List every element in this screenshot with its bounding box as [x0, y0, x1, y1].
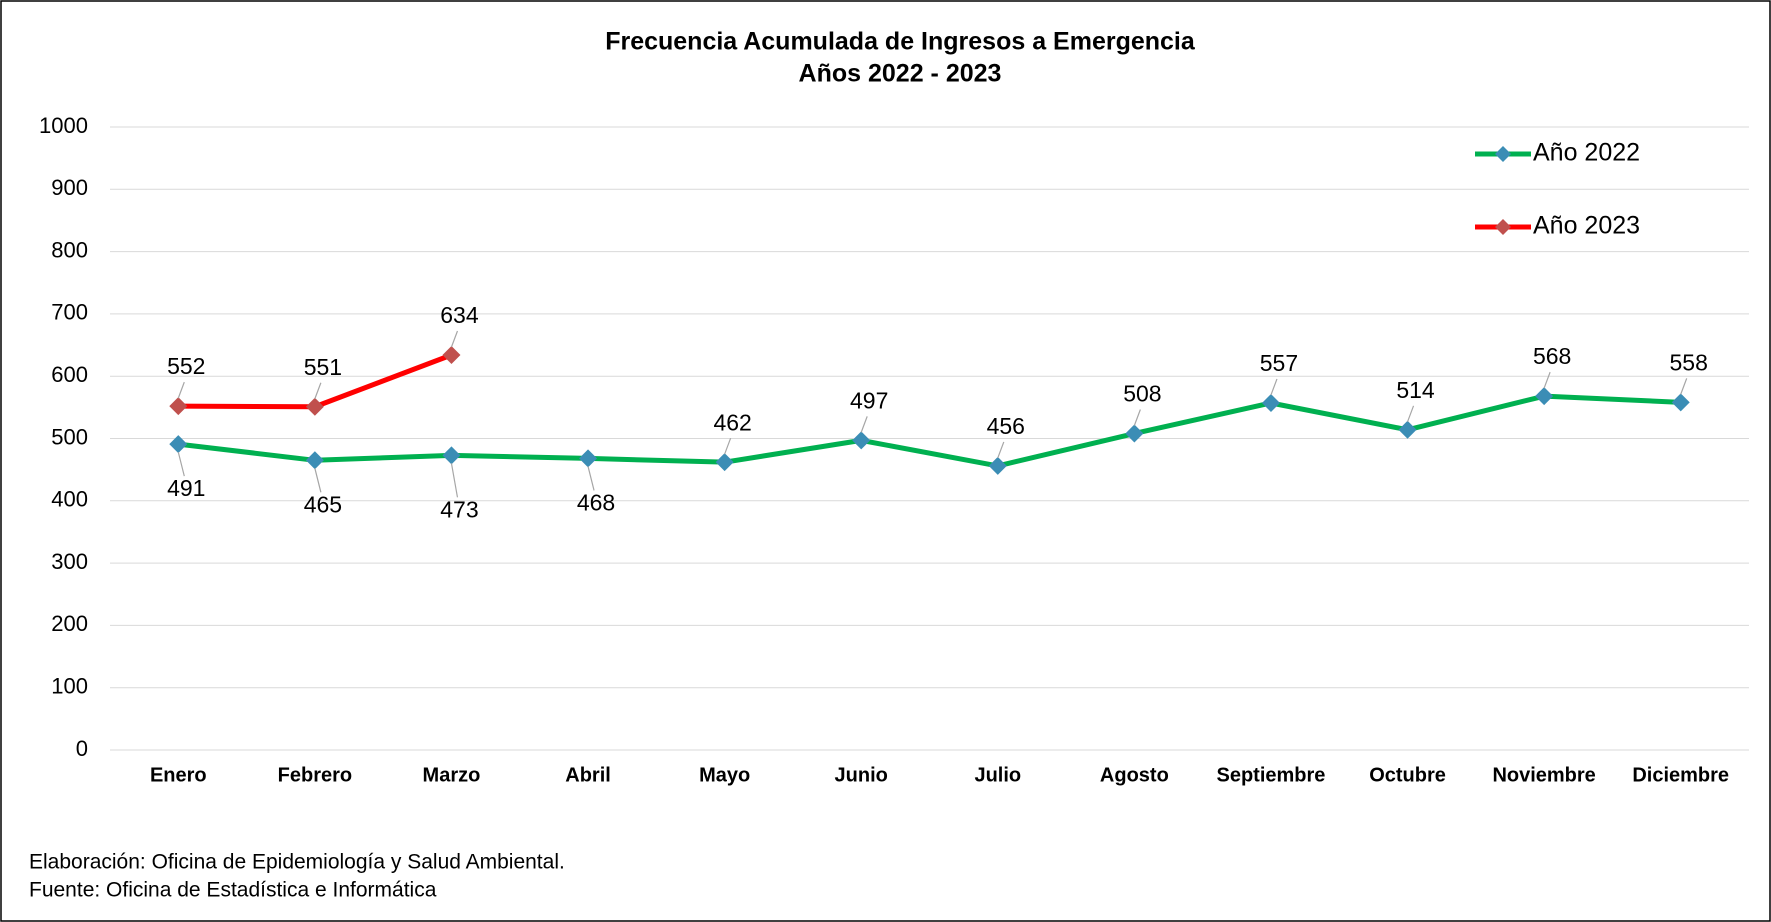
leader-line	[587, 466, 595, 491]
data-label: 634	[440, 302, 479, 328]
y-tick-label: 500	[51, 424, 88, 449]
marker	[169, 397, 188, 416]
x-tick-label: Noviembre	[1492, 764, 1595, 786]
leader-line	[314, 382, 322, 399]
x-tick-label: Junio	[835, 764, 888, 786]
legend-label: Año 2023	[1533, 212, 1640, 240]
x-tick-label: Septiembre	[1216, 764, 1325, 786]
marker	[852, 431, 871, 450]
x-tick-label: Marzo	[423, 764, 481, 786]
y-tick-label: 700	[51, 300, 88, 325]
marker	[715, 453, 734, 472]
leader-line	[314, 468, 322, 493]
marker	[988, 456, 1007, 475]
marker	[579, 449, 598, 468]
chart-subtitle: Años 2022 - 2023	[799, 60, 1002, 88]
data-label: 551	[304, 354, 342, 380]
footnote: Fuente: Oficina de Estadística e Informá…	[29, 879, 437, 902]
leader-line	[1133, 409, 1141, 426]
legend-label: Año 2022	[1533, 139, 1640, 167]
marker	[1261, 393, 1280, 412]
data-label: 497	[850, 387, 888, 413]
y-tick-label: 900	[51, 175, 88, 200]
leader-line	[1543, 371, 1551, 389]
legend-marker	[1495, 146, 1511, 162]
chart-title: Frecuencia Acumulada de Ingresos a Emerg…	[605, 28, 1196, 56]
leader-line	[177, 381, 185, 399]
marker	[169, 435, 188, 454]
x-tick-label: Octubre	[1369, 764, 1446, 786]
leader-line	[177, 451, 185, 477]
series-line	[177, 393, 1681, 469]
y-tick-label: 0	[76, 736, 88, 761]
marker	[1671, 393, 1690, 412]
data-label: 514	[1396, 377, 1435, 403]
leader-line	[1406, 405, 1415, 422]
leader-line	[860, 416, 868, 433]
x-tick-label: Febrero	[278, 764, 352, 786]
x-tick-label: Diciembre	[1632, 764, 1729, 786]
y-tick-label: 800	[51, 237, 88, 262]
x-tick-label: Agosto	[1100, 764, 1169, 786]
data-label: 552	[167, 353, 205, 379]
leader-line	[724, 437, 732, 455]
y-tick-label: 600	[51, 362, 88, 387]
data-label: 456	[987, 413, 1025, 439]
data-label: 568	[1533, 343, 1571, 369]
x-tick-label: Mayo	[699, 764, 750, 786]
data-label: 558	[1670, 349, 1708, 375]
marker	[442, 346, 461, 365]
marker	[1125, 424, 1144, 443]
data-label: 508	[1123, 381, 1161, 407]
x-tick-label: Enero	[150, 764, 207, 786]
data-label: 468	[577, 490, 615, 516]
legend-marker	[1495, 219, 1511, 235]
x-tick-label: Julio	[974, 764, 1021, 786]
marker	[1535, 387, 1554, 406]
leader-line	[450, 330, 459, 348]
y-tick-label: 1000	[39, 113, 88, 138]
data-label: 462	[713, 409, 751, 435]
leader-line	[1270, 378, 1278, 396]
leader-line	[997, 441, 1005, 459]
marker	[305, 451, 324, 470]
leader-line	[450, 463, 459, 498]
data-label: 465	[304, 491, 342, 517]
marker	[1398, 420, 1417, 439]
y-tick-label: 200	[51, 611, 88, 636]
data-label: 473	[440, 496, 478, 522]
data-label: 491	[167, 475, 205, 501]
leader-line	[1680, 378, 1688, 395]
y-tick-label: 100	[51, 674, 88, 699]
y-tick-label: 400	[51, 487, 88, 512]
marker	[305, 397, 324, 416]
x-tick-label: Abril	[565, 764, 611, 786]
y-tick-label: 300	[51, 549, 88, 574]
marker	[442, 446, 461, 465]
footnote: Elaboración: Oficina de Epidemiología y …	[29, 851, 565, 874]
data-label: 557	[1260, 350, 1298, 376]
